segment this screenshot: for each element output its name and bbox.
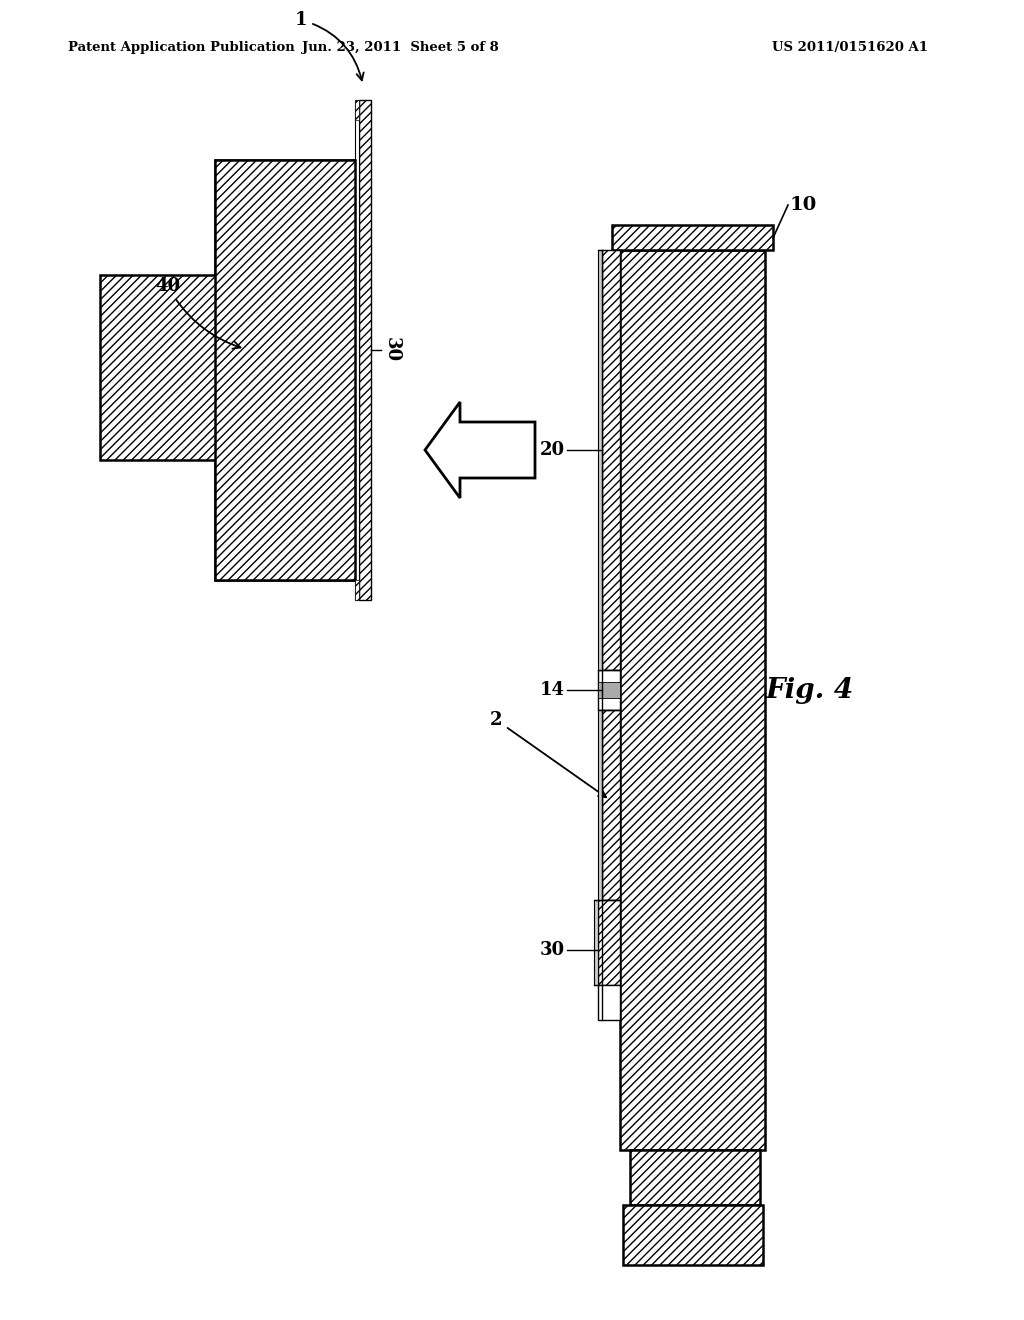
Bar [630,1150,760,1205]
Text: 10: 10 [790,195,817,214]
Text: US 2011/0151620 A1: US 2011/0151620 A1 [772,41,928,54]
Bar [602,710,620,900]
Bar [594,900,598,985]
Bar [355,100,359,120]
Text: 40: 40 [155,277,241,348]
Bar [355,579,359,601]
Text: Jun. 23, 2011  Sheet 5 of 8: Jun. 23, 2011 Sheet 5 of 8 [302,41,499,54]
Text: Patent Application Publication: Patent Application Publication [68,41,295,54]
Text: 20: 20 [540,441,565,459]
Text: 14: 14 [540,681,565,700]
Bar [598,682,620,698]
Text: 1: 1 [295,11,364,81]
Text: Fig. 4: Fig. 4 [766,676,854,704]
Bar [602,249,620,671]
Bar [215,160,355,579]
Bar [598,900,620,985]
Bar [598,671,620,710]
Bar [598,249,602,671]
Bar [598,985,620,1020]
Bar [359,100,371,601]
Bar [598,710,602,900]
Bar [623,1205,763,1265]
Polygon shape [425,403,535,498]
Text: 2: 2 [490,711,606,797]
Text: 30: 30 [540,941,565,960]
Text: 30: 30 [383,338,401,363]
Bar [612,224,773,249]
Bar [215,160,355,579]
Bar [620,249,765,1150]
Bar [355,100,359,601]
Bar [100,275,355,459]
